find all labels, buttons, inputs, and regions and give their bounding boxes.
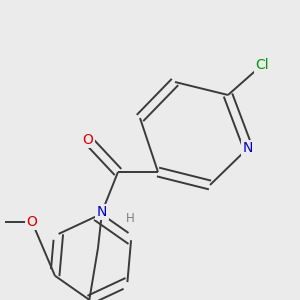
Text: Cl: Cl bbox=[255, 58, 269, 72]
Text: O: O bbox=[82, 133, 93, 147]
Text: O: O bbox=[27, 215, 38, 229]
Text: H: H bbox=[126, 212, 134, 224]
Text: N: N bbox=[97, 205, 107, 219]
Text: N: N bbox=[243, 141, 253, 155]
